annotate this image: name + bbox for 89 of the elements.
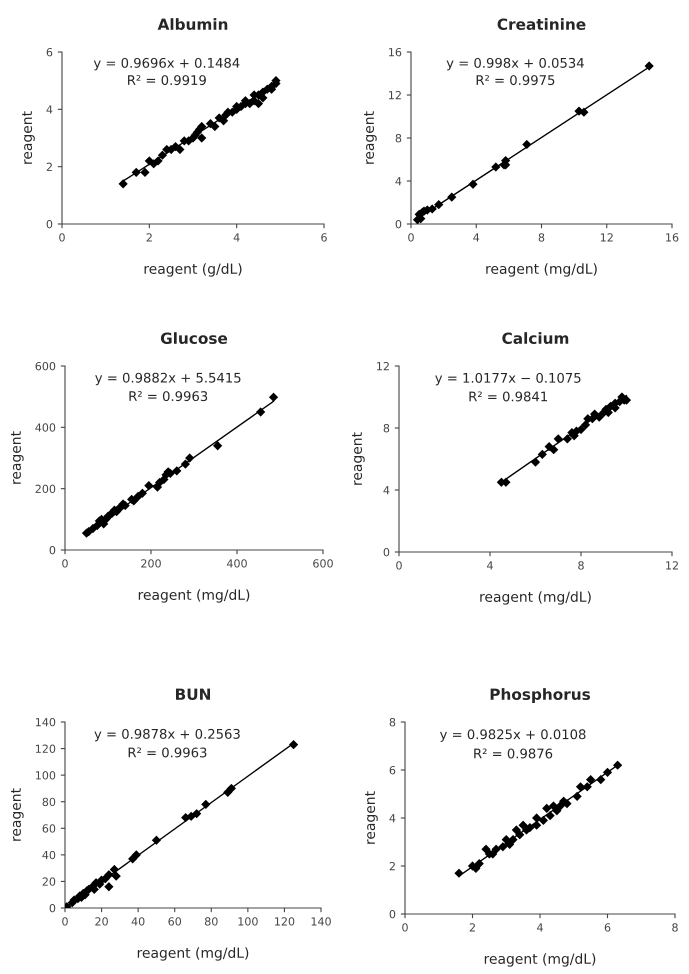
chart-title: Albumin <box>158 18 228 30</box>
y-tick-label: 400 <box>35 423 56 432</box>
x-axis-title: reagent (mg/dL) <box>484 953 596 967</box>
y-tick-label: 4 <box>395 177 402 186</box>
y-tick-label: 200 <box>36 484 56 494</box>
x-tick-label: 8 <box>538 233 544 242</box>
x-tick-label: 8 <box>578 561 584 570</box>
y-tick-label: 12 <box>389 90 401 100</box>
x-tick-label: 2 <box>146 233 152 242</box>
x-tick-label: 80 <box>204 917 218 926</box>
annotation: R² = 0.9963 <box>128 747 206 758</box>
x-tick-label: 20 <box>95 917 108 926</box>
x-tick-label: 0 <box>62 917 68 926</box>
y-tick-label: 40 <box>42 850 56 860</box>
annotation: y = 0.9696x + 0.1484 <box>94 58 240 70</box>
y-tick-label: 600 <box>36 362 56 370</box>
y-tick-label: 16 <box>389 48 402 56</box>
x-tick-label: 12 <box>666 561 678 570</box>
x-tick-label: 4 <box>234 233 240 242</box>
chart-title: Creatinine <box>498 18 586 30</box>
y-tick-label: 0 <box>46 220 52 228</box>
y-tick-label: 2 <box>46 162 52 171</box>
x-tick-label: 0 <box>62 559 68 568</box>
y-axis-title: reagent <box>352 432 365 485</box>
y-tick-label: 140 <box>36 718 56 726</box>
y-tick-label: 20 <box>42 877 56 886</box>
y-tick-label: 60 <box>42 824 56 833</box>
x-tick-label: 100 <box>238 917 258 926</box>
x-tick-label: 8 <box>672 923 678 932</box>
annotation: R² = 0.9975 <box>476 75 554 86</box>
x-tick-label: 120 <box>275 917 294 926</box>
chart-title: Glucose <box>160 332 228 344</box>
chart-title: Calcium <box>502 332 568 344</box>
y-tick-label: 0 <box>390 910 396 918</box>
x-tick-label: 0 <box>402 923 408 932</box>
x-axis-title: reagent (mg/dL) <box>486 263 597 277</box>
chart-title: Phosphorus <box>490 688 590 703</box>
y-tick-label: 8 <box>384 424 390 432</box>
x-tick-label: 0 <box>59 233 65 242</box>
y-tick-label: 6 <box>46 48 52 56</box>
x-tick-label: 600 <box>313 559 333 568</box>
y-tick-label: 12 <box>377 362 389 370</box>
x-axis-title: reagent (mg/dL) <box>138 947 248 961</box>
x-tick-label: 4 <box>473 233 480 242</box>
annotation: y = 0.998x + 0.0534 <box>446 58 584 70</box>
x-tick-label: 4 <box>487 561 493 570</box>
y-tick-label: 120 <box>36 744 56 753</box>
x-tick-label: 0 <box>408 233 414 242</box>
x-tick-label: 6 <box>321 233 327 242</box>
y-tick-label: 0 <box>384 548 390 556</box>
y-tick-label: 8 <box>396 134 402 142</box>
x-axis-title: reagent (mg/dL) <box>480 591 591 605</box>
annotation: y = 0.9882x + 5.5415 <box>95 372 240 386</box>
y-tick-label: 2 <box>390 862 395 870</box>
annotation: y = 1.0177x − 0.1075 <box>435 372 580 386</box>
y-tick-label: 0 <box>50 546 56 554</box>
y-tick-label: 0 <box>396 220 402 228</box>
chart-title: BUN <box>176 688 210 700</box>
y-tick-label: 0 <box>50 904 56 912</box>
y-tick-label: 4 <box>389 814 396 822</box>
x-tick-label: 16 <box>666 233 678 242</box>
y-axis-title: reagent <box>364 111 377 164</box>
x-tick-label: 200 <box>141 559 161 568</box>
annotation: R² = 0.9963 <box>129 391 208 402</box>
y-tick-label: 100 <box>36 771 56 780</box>
y-tick-label: 4 <box>46 105 52 114</box>
annotation: R² = 0.9876 <box>474 748 552 758</box>
x-tick-label: 2 <box>470 923 475 932</box>
x-tick-label: 4 <box>537 923 543 932</box>
x-tick-label: 12 <box>600 233 613 242</box>
x-tick-label: 40 <box>132 917 144 926</box>
y-tick-label: 80 <box>42 798 56 806</box>
y-tick-label: 4 <box>383 486 390 494</box>
x-tick-label: 140 <box>312 917 331 926</box>
annotation: R² = 0.9919 <box>128 75 206 86</box>
x-axis-title: reagent (g/dL) <box>144 263 242 277</box>
y-axis-title: reagent <box>11 788 24 841</box>
y-axis-title: reagent <box>22 111 35 164</box>
y-tick-label: 8 <box>390 718 396 726</box>
annotation: R² = 0.9841 <box>469 391 548 402</box>
annotation: y = 0.9878x + 0.2563 <box>94 728 240 742</box>
y-axis-title: reagent <box>11 431 24 484</box>
x-tick-label: 6 <box>604 923 610 932</box>
annotation: y = 0.9825x + 0.0108 <box>440 729 586 742</box>
x-axis-title: reagent (mg/dL) <box>138 589 250 603</box>
x-tick-label: 60 <box>168 917 182 926</box>
x-tick-label: 400 <box>226 559 247 568</box>
y-tick-label: 6 <box>390 766 396 774</box>
y-axis-title: reagent <box>365 791 378 844</box>
